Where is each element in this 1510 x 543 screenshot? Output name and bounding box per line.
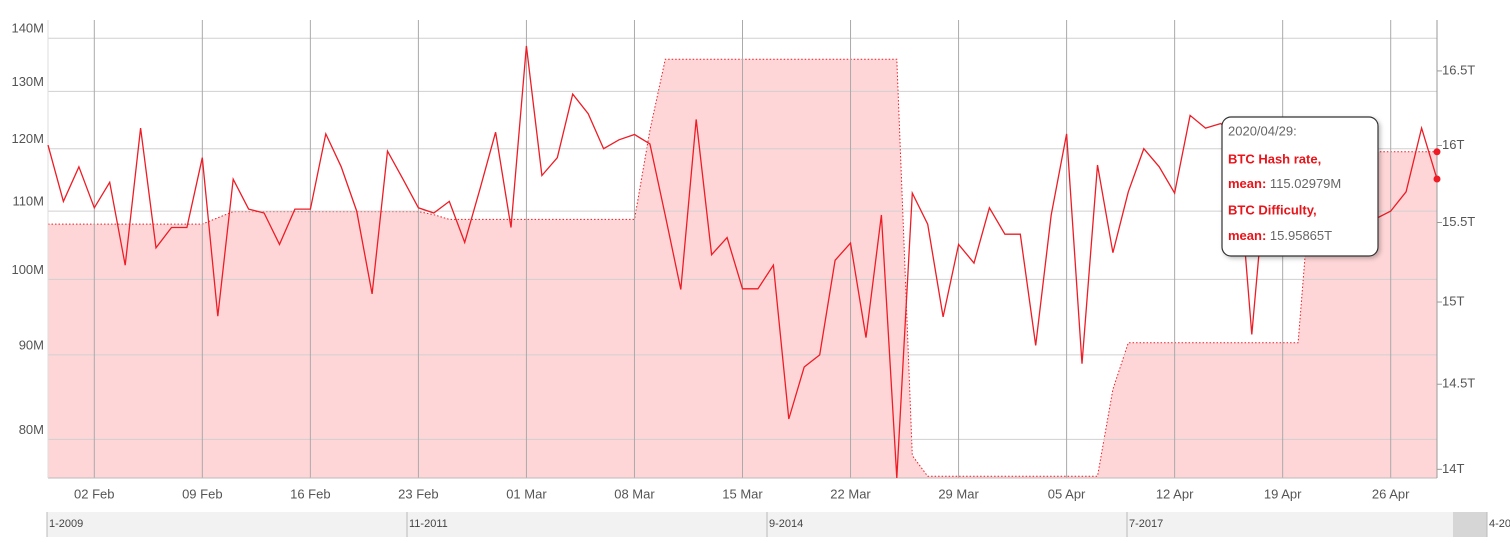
y2-tick-label: 15T	[1442, 293, 1464, 308]
navigator-handle[interactable]	[1453, 512, 1487, 537]
y2-tick-label: 15.5T	[1442, 214, 1475, 229]
navigator-label: 7-2017	[1129, 518, 1163, 530]
y2-tick-label: 14.5T	[1442, 376, 1475, 391]
tooltip-value: 15.95865T	[1270, 228, 1332, 243]
tooltip-prefix: mean:	[1228, 176, 1266, 191]
x-tick-label: 09 Feb	[182, 486, 222, 501]
point-marker	[1433, 175, 1441, 183]
y-tick-label: 130M	[11, 74, 44, 89]
x-tick-label: 15 Mar	[722, 486, 763, 501]
tooltip-label: BTC Difficulty,	[1228, 202, 1317, 217]
tooltip-label: BTC Hash rate,	[1228, 151, 1321, 166]
line	[47, 45, 1438, 479]
tooltip: 2020/04/29: BTC Hash rate, mean: 115.029…	[1221, 116, 1379, 257]
y-tick-label: 120M	[11, 131, 44, 146]
x-tick-label: 08 Mar	[614, 486, 655, 501]
navigator-label: 1-2009	[49, 518, 83, 530]
navigator-label: 4-2020	[1489, 518, 1510, 530]
x-tick-label: 22 Mar	[830, 486, 871, 501]
x-tick-label: 05 Apr	[1048, 486, 1086, 501]
tooltip-row: mean: 115.02979M	[1228, 176, 1341, 191]
tooltip-value: 115.02979M	[1270, 176, 1341, 191]
tooltip-date: 2020/04/29:	[1228, 123, 1297, 138]
x-tick-label: 12 Apr	[1156, 486, 1194, 501]
x-tick-label: 02 Feb	[74, 486, 114, 501]
navigator-label: 11-2011	[409, 518, 448, 530]
navigator-labels: 1-2009 11-2011 9-2014 7-2017 4-2020	[46, 512, 1510, 537]
y-tick-label: 80M	[19, 422, 44, 437]
tooltip-box	[1221, 116, 1379, 257]
point-marker	[1433, 148, 1441, 156]
tooltip-prefix: mean:	[1228, 228, 1266, 243]
y-tick-label: 140M	[11, 21, 44, 36]
y2-tick-label: 16T	[1442, 137, 1464, 152]
y-tick-label: 100M	[11, 262, 44, 277]
y-tick-label: 90M	[19, 337, 44, 352]
tooltip-row: mean: 15.95865T	[1228, 228, 1332, 243]
y2-tick-label: 16.5T	[1442, 62, 1475, 77]
x-tick-label: 23 Feb	[398, 486, 438, 501]
x-tick-label: 26 Apr	[1372, 486, 1410, 501]
x-tick-label: 16 Feb	[290, 486, 330, 501]
x-tick-label: 19 Apr	[1264, 486, 1302, 501]
navigator-label: 9-2014	[769, 518, 803, 530]
y2-tick-label: 14T	[1442, 461, 1464, 476]
x-tick-label: 01 Mar	[506, 486, 547, 501]
x-tick-label: 29 Mar	[938, 486, 979, 501]
y-tick-label: 110M	[12, 194, 44, 209]
